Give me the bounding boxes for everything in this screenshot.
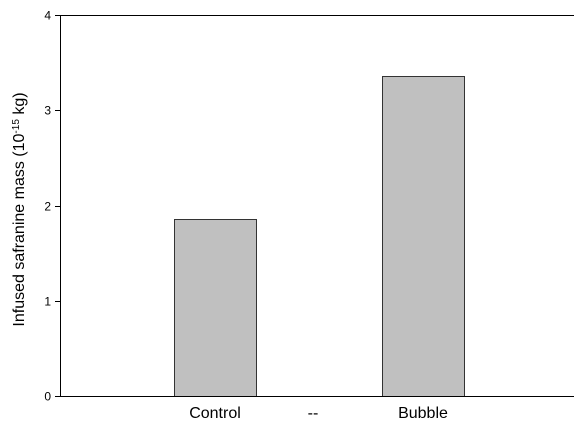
bar-control [174,219,257,397]
bar-bubble [382,76,465,397]
x-category-label: -- [308,405,319,422]
x-category-label: Bubble [398,405,448,422]
y-tick-label: 3 [44,104,51,118]
y-tick-label: 0 [44,390,51,404]
y-tick-label: 1 [44,295,51,309]
y-axis-label-main: Infused safranine mass (10 [11,133,28,326]
y-tick-label: 2 [44,200,51,214]
y-axis-label: Infused safranine mass (10-15 kg) [11,92,29,326]
y-axis-label-unit: kg) [11,92,28,119]
x-category-label: Control [189,405,241,422]
y-axis-label-exponent: -15 [11,119,22,134]
bars-layer [174,76,465,397]
y-ticks-layer: 0 1 2 3 4 [44,9,60,404]
axes-layer [60,15,574,397]
x-categories-layer: Control -- Bubble [189,405,448,422]
y-tick-label: 4 [44,9,51,23]
